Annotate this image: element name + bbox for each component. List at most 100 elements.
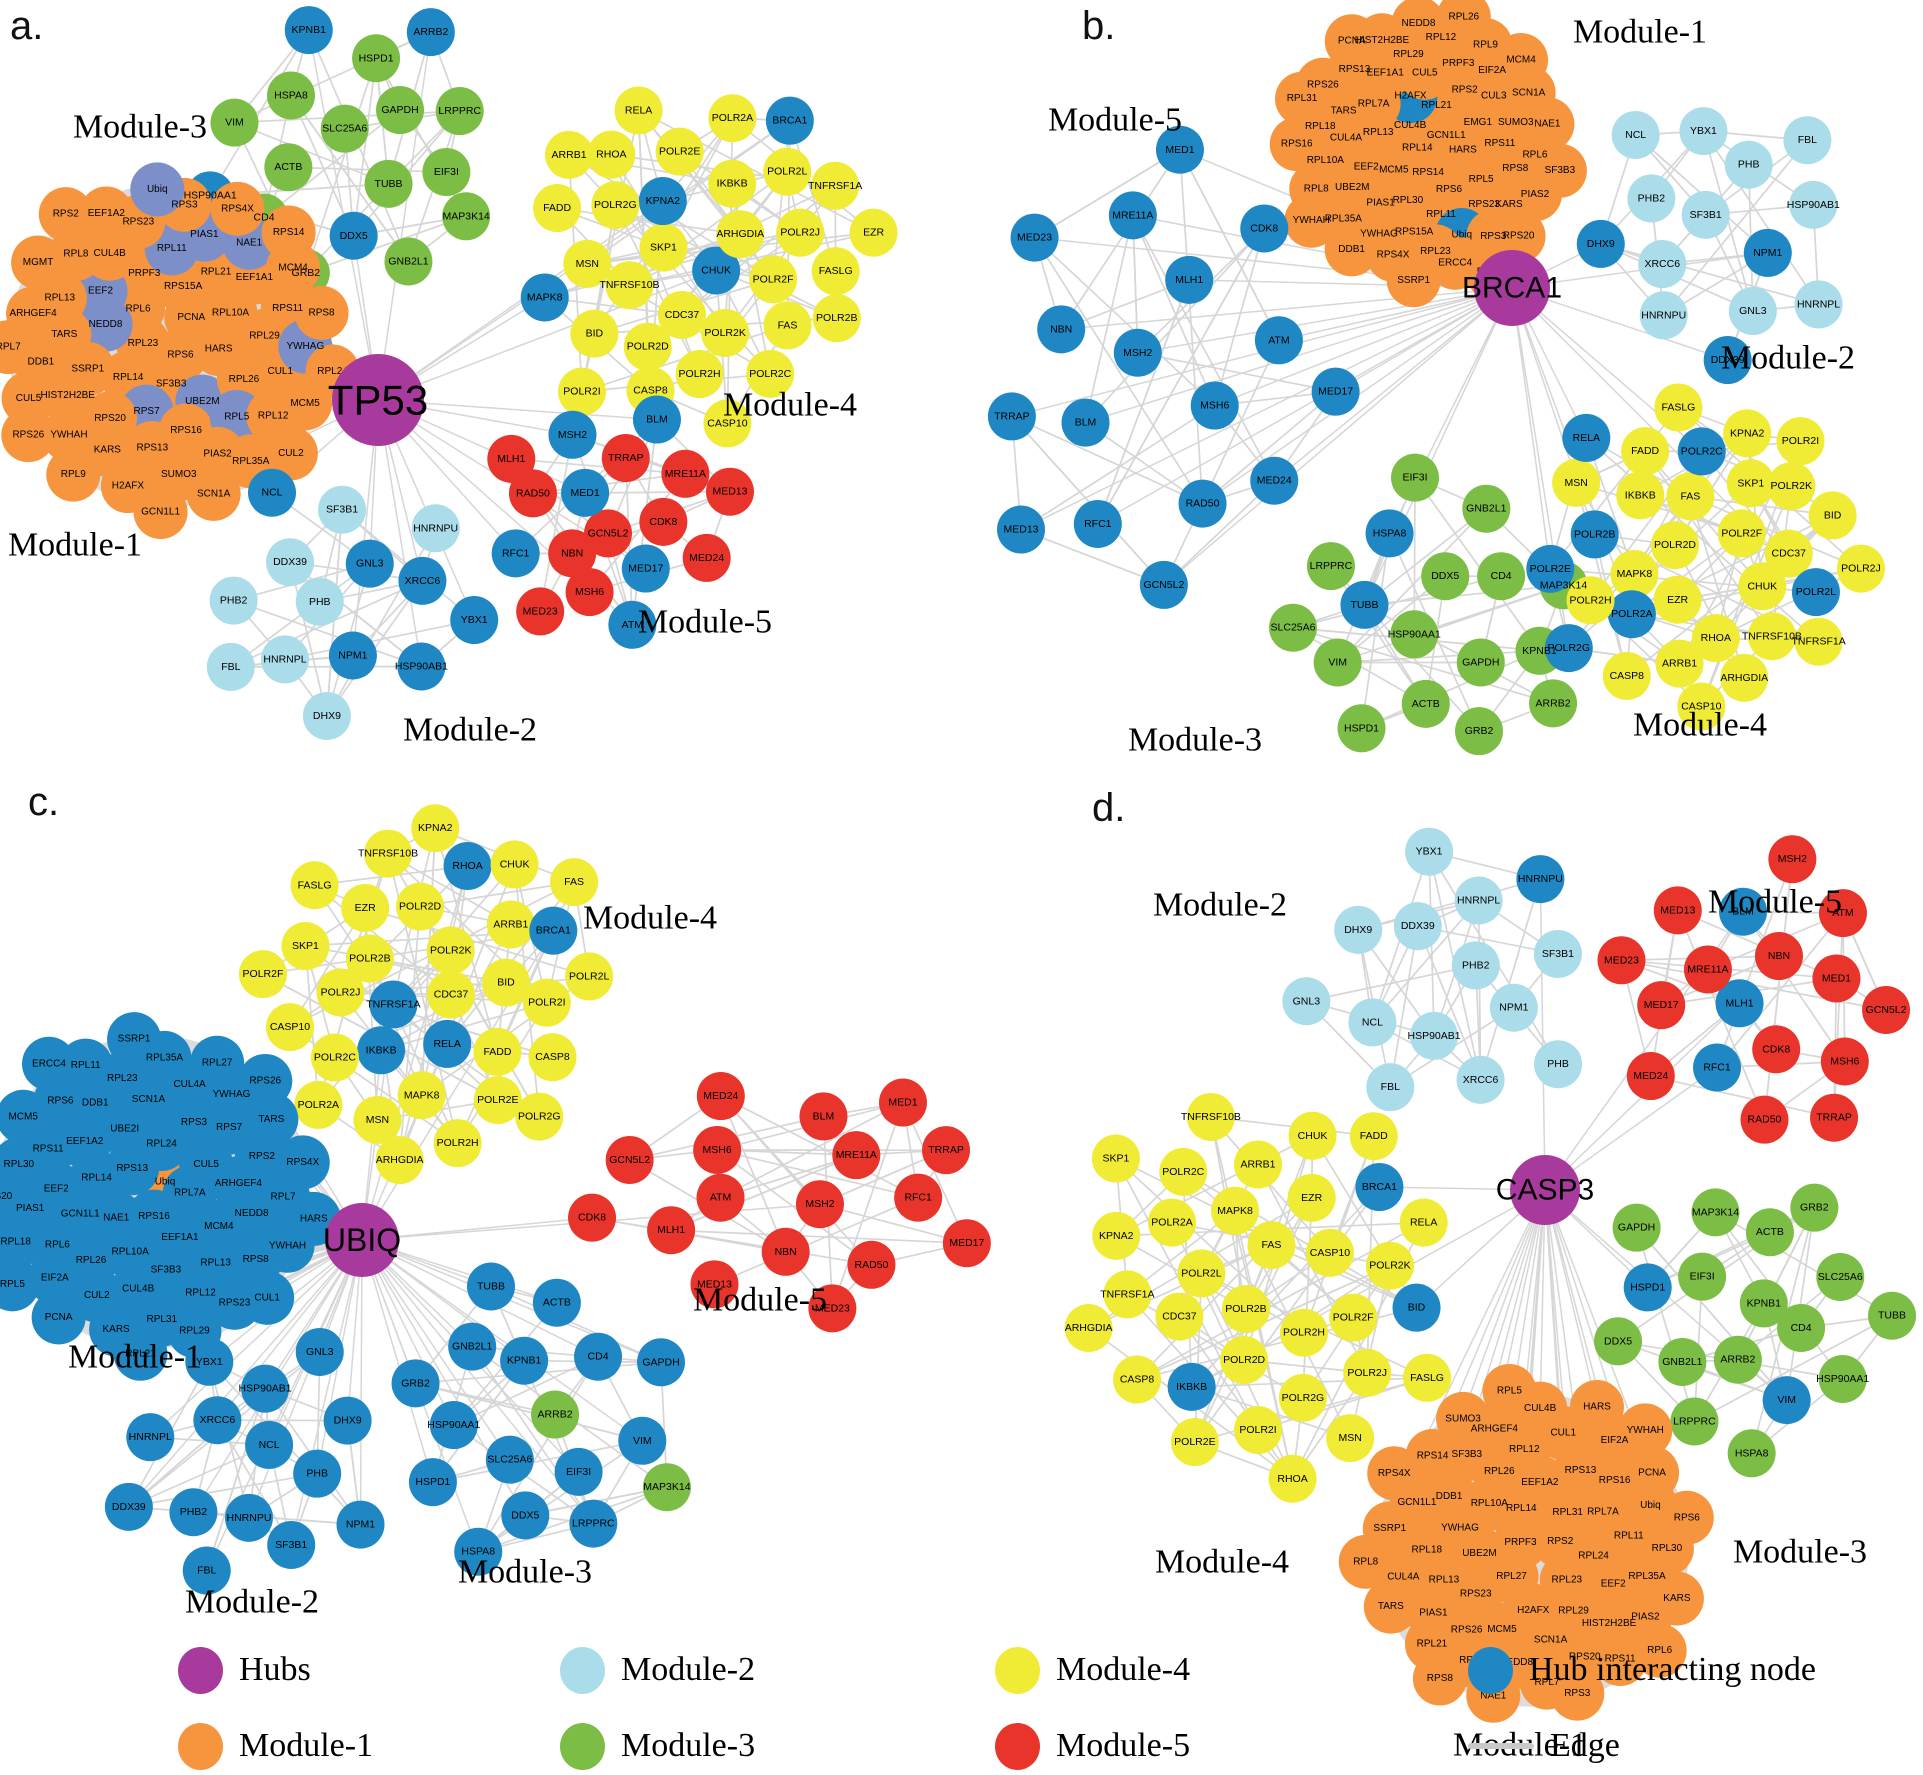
node-GNL3[interactable] bbox=[1728, 287, 1777, 336]
node-FASLG[interactable] bbox=[811, 247, 860, 296]
node-MED23[interactable] bbox=[516, 587, 565, 636]
node-HNRNPL[interactable] bbox=[261, 635, 310, 684]
node-POLR2A[interactable] bbox=[1148, 1198, 1197, 1247]
node-DHX9[interactable] bbox=[1334, 905, 1383, 954]
node-POLR2H[interactable] bbox=[675, 350, 724, 399]
node-GCN5L2[interactable] bbox=[605, 1135, 654, 1184]
node-DHX9[interactable] bbox=[1576, 219, 1625, 268]
node-CDK8[interactable] bbox=[1240, 204, 1289, 253]
node-HSP90AB1[interactable] bbox=[397, 642, 446, 691]
node-POLR2J[interactable] bbox=[1836, 544, 1885, 593]
node-MLH1[interactable] bbox=[487, 434, 536, 483]
node-HSPA8[interactable] bbox=[267, 71, 316, 120]
node-VIM[interactable] bbox=[1313, 638, 1362, 687]
node-BLM[interactable] bbox=[632, 395, 681, 444]
node-XRCC6[interactable] bbox=[398, 556, 447, 605]
node-SF3B1[interactable] bbox=[1533, 929, 1582, 978]
node-MSN[interactable] bbox=[1326, 1414, 1375, 1463]
node-MED1[interactable] bbox=[1812, 954, 1861, 1003]
node-YWHAH[interactable] bbox=[1284, 193, 1339, 248]
node-HSP90AA1[interactable] bbox=[429, 1401, 478, 1450]
node-GAPDH[interactable] bbox=[1456, 638, 1505, 687]
node-RPS16[interactable] bbox=[1269, 117, 1324, 172]
node-RPS4X[interactable] bbox=[1367, 1446, 1422, 1501]
node-ARRB1[interactable] bbox=[1233, 1140, 1282, 1189]
node-CHUK[interactable] bbox=[692, 246, 741, 295]
node-TNFRSF10B[interactable] bbox=[1186, 1092, 1235, 1141]
node-TUBB[interactable] bbox=[1868, 1291, 1917, 1340]
node-TRRAP[interactable] bbox=[601, 434, 650, 483]
node-MSH2[interactable] bbox=[795, 1180, 844, 1229]
node-CD4[interactable] bbox=[1477, 552, 1526, 601]
node-RFC1[interactable] bbox=[491, 529, 540, 578]
node-MED17[interactable] bbox=[621, 544, 670, 593]
node-POLR2K[interactable] bbox=[701, 308, 750, 357]
node-GNL3[interactable] bbox=[295, 1327, 344, 1376]
node-NBN[interactable] bbox=[548, 529, 597, 578]
node-RPS4X[interactable] bbox=[275, 1135, 330, 1190]
node-EZR[interactable] bbox=[1287, 1173, 1336, 1222]
node-RPS20[interactable] bbox=[0, 1169, 24, 1224]
node-RPL9[interactable] bbox=[46, 447, 101, 502]
node-GAPDH[interactable] bbox=[376, 86, 425, 135]
node-LRPPRC[interactable] bbox=[1670, 1397, 1719, 1446]
node-KPNA2[interactable] bbox=[1092, 1211, 1141, 1260]
node-RAD50[interactable] bbox=[508, 469, 557, 518]
hub-CASP3[interactable] bbox=[1510, 1155, 1580, 1225]
node-MED24[interactable] bbox=[696, 1072, 745, 1121]
node-IKBKB[interactable] bbox=[1616, 471, 1665, 520]
node-SF3B1[interactable] bbox=[267, 1520, 316, 1569]
node-TRRAP[interactable] bbox=[922, 1126, 971, 1175]
node-ACTB[interactable] bbox=[264, 143, 313, 192]
node-MLH1[interactable] bbox=[1715, 979, 1764, 1028]
node-RHOA[interactable] bbox=[1691, 614, 1740, 663]
node-MED13[interactable] bbox=[1653, 886, 1702, 935]
node-GRB2[interactable] bbox=[1790, 1183, 1839, 1232]
node-TNFRSF10B[interactable] bbox=[1747, 612, 1796, 661]
node-MSH2[interactable] bbox=[1768, 835, 1817, 884]
node-IKBKB[interactable] bbox=[708, 159, 757, 208]
node-RPS26[interactable] bbox=[238, 1053, 293, 1108]
node-DDX39[interactable] bbox=[104, 1482, 153, 1531]
node-RPL31[interactable] bbox=[1274, 71, 1329, 126]
node-SKP1[interactable] bbox=[1726, 459, 1775, 508]
node-POLR2D[interactable] bbox=[396, 882, 445, 931]
node-DDX39[interactable] bbox=[1393, 902, 1442, 951]
node-HSPA8[interactable] bbox=[1365, 509, 1414, 558]
node-PHB[interactable] bbox=[295, 577, 344, 626]
node-MED17[interactable] bbox=[1637, 981, 1686, 1030]
node-RPL8[interactable] bbox=[1338, 1534, 1393, 1589]
node-GNB2L1[interactable] bbox=[384, 237, 433, 286]
node-FAS[interactable] bbox=[550, 858, 599, 907]
node-HSPD1[interactable] bbox=[352, 34, 401, 83]
node-CD4[interactable] bbox=[1777, 1304, 1826, 1353]
node-RELA[interactable] bbox=[1399, 1198, 1448, 1247]
node-MGMT[interactable] bbox=[11, 235, 66, 290]
node-TUBB[interactable] bbox=[1340, 580, 1389, 629]
node-HNRNPL[interactable] bbox=[1454, 876, 1503, 925]
node-YBX1[interactable] bbox=[185, 1337, 234, 1386]
node-BRCA1[interactable] bbox=[529, 906, 578, 955]
node-VIM[interactable] bbox=[618, 1416, 667, 1465]
node-CDC37[interactable] bbox=[1155, 1292, 1204, 1341]
node-MAPK8[interactable] bbox=[520, 273, 569, 322]
node-RFC1[interactable] bbox=[1073, 499, 1122, 548]
node-RAD50[interactable] bbox=[847, 1240, 896, 1289]
node-NPM1[interactable] bbox=[328, 631, 377, 680]
node-RPL27[interactable] bbox=[190, 1035, 245, 1090]
node-HSP90AA1[interactable] bbox=[1390, 610, 1439, 659]
node-DDB1[interactable] bbox=[1324, 222, 1379, 277]
node-TNFRSF1A[interactable] bbox=[1103, 1270, 1152, 1319]
node-POLR2J[interactable] bbox=[776, 208, 825, 257]
node-ERCC4[interactable] bbox=[21, 1036, 76, 1091]
node-TUBB[interactable] bbox=[364, 159, 413, 208]
node-GCN5L2[interactable] bbox=[1862, 986, 1911, 1035]
node-MSN[interactable] bbox=[563, 239, 612, 288]
node-FASLG[interactable] bbox=[1654, 383, 1703, 432]
node-KPNA2[interactable] bbox=[638, 177, 687, 226]
node-HSPD1[interactable] bbox=[1623, 1263, 1672, 1312]
node-GNB2L1[interactable] bbox=[1462, 484, 1511, 533]
node-SUMO3[interactable] bbox=[1436, 1391, 1491, 1446]
node-GNB2L1[interactable] bbox=[1658, 1337, 1707, 1386]
node-NBN[interactable] bbox=[1037, 305, 1086, 354]
